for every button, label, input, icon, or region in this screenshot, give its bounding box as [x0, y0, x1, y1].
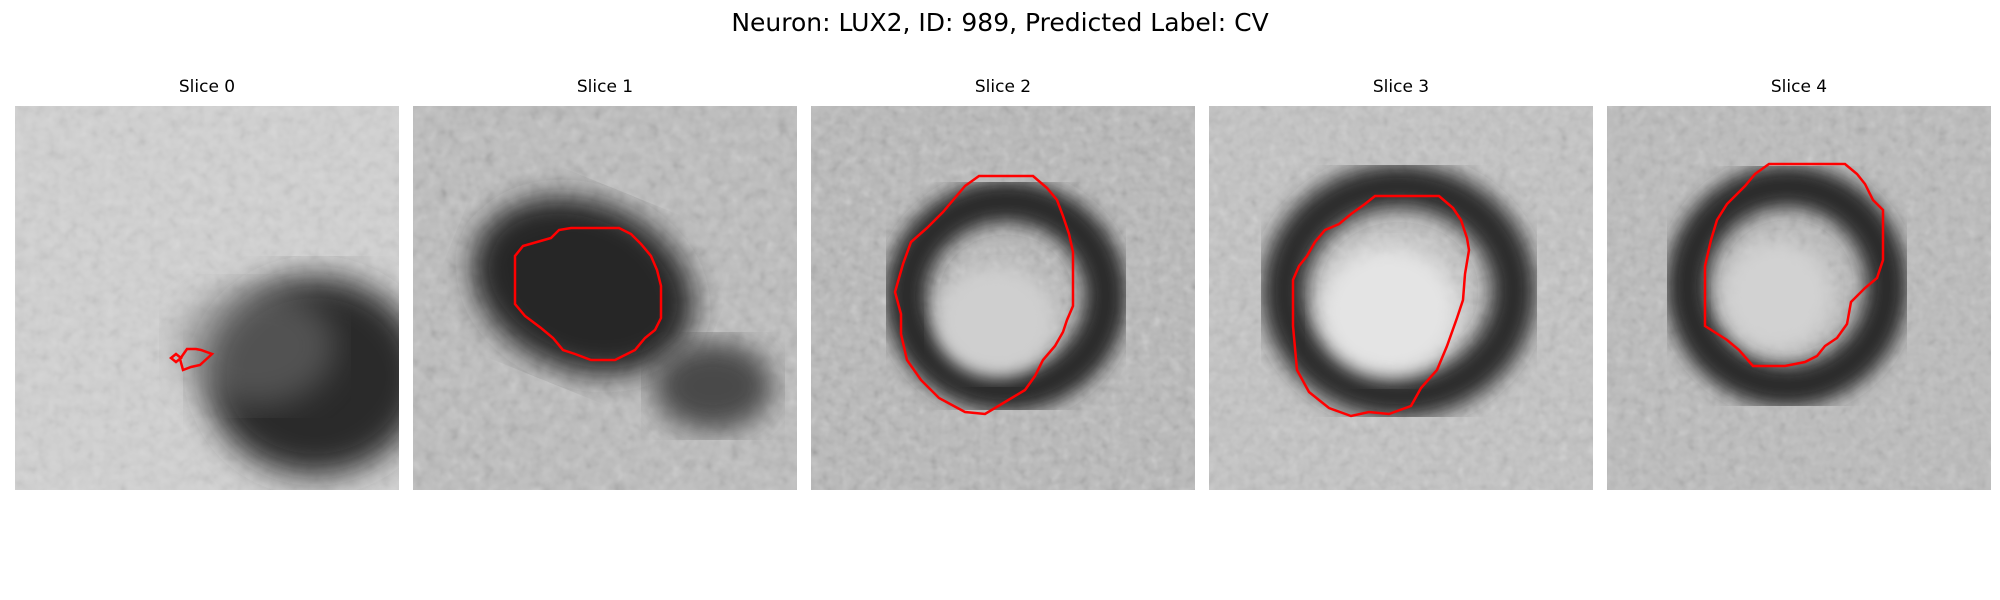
- slice-panel-4: Slice 4: [1607, 77, 1991, 490]
- segmentation-contour-fragment: [168, 352, 184, 364]
- segmentation-contour: [513, 226, 663, 362]
- slice-panel-3: Slice 3: [1209, 77, 1593, 490]
- slice-panel-1: Slice 1: [413, 77, 797, 490]
- slice-title: Slice 2: [974, 77, 1032, 97]
- cell-process: [653, 341, 773, 431]
- cell-center: [936, 266, 1056, 376]
- cell-shadow: [175, 286, 335, 406]
- slice-title: Slice 1: [576, 77, 634, 97]
- segmentation-contour: [1291, 194, 1471, 418]
- cell-center: [1722, 241, 1832, 351]
- slice-image: [15, 106, 399, 490]
- cell-ring: [885, 180, 1127, 412]
- segmentation-contour: [893, 174, 1075, 416]
- slice-panel-0: Slice 0: [15, 77, 399, 490]
- slice-image: [1607, 106, 1991, 490]
- slice-title: Slice 3: [1372, 77, 1430, 97]
- slice-image: [1209, 106, 1593, 490]
- segmentation-contour: [1703, 162, 1885, 368]
- slice-title: Slice 4: [1770, 77, 1828, 97]
- cell-ring: [1666, 165, 1908, 407]
- slice-panel-2: Slice 2: [811, 77, 1195, 490]
- cell-ring: [1262, 164, 1536, 418]
- cell-center: [1319, 246, 1459, 376]
- slice-image: [811, 106, 1195, 490]
- segmentation-contour: [178, 347, 215, 372]
- slice-title: Slice 0: [178, 77, 236, 97]
- slice-image: [413, 106, 797, 490]
- figure-title: Neuron: LUX2, ID: 989, Predicted Label: …: [731, 8, 1269, 37]
